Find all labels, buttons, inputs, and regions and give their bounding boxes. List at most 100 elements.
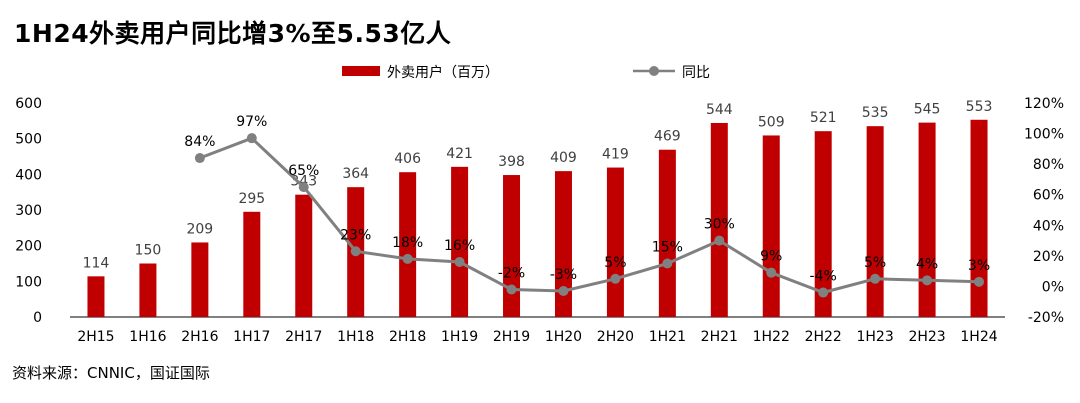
bar xyxy=(554,171,572,317)
bar-labels: 114 150 209 295 343 364 406 421 398 409 419 469 544 5… xyxy=(83,99,993,272)
left-axis: 0 100 200 300 400 500 600 xyxy=(15,96,42,326)
line-point xyxy=(870,273,881,284)
bar xyxy=(139,263,157,317)
line-point xyxy=(454,256,465,267)
line-value-label: -3% xyxy=(550,267,577,283)
line-value-label: 4% xyxy=(916,256,938,272)
line-value-label: 23% xyxy=(340,227,371,243)
bar-value-label: 406 xyxy=(394,151,421,167)
line-value-label: -2% xyxy=(498,265,525,281)
bar-value-label: 421 xyxy=(446,146,473,162)
line-value-label: 15% xyxy=(652,240,683,256)
x-tick-label: 2H22 xyxy=(805,329,842,345)
line-point xyxy=(922,275,933,286)
x-tick-label: 1H16 xyxy=(129,329,166,345)
line-point xyxy=(974,276,985,287)
legend: 外卖用户（百万） 同比 xyxy=(342,64,710,81)
bar-value-label: 535 xyxy=(862,105,889,121)
bar-value-label: 509 xyxy=(758,114,785,130)
left-tick-label: 100 xyxy=(15,274,42,290)
x-tick-label: 1H23 xyxy=(857,329,894,345)
bar-value-label: 150 xyxy=(135,243,162,259)
x-tick-label: 1H18 xyxy=(337,329,374,345)
line-point xyxy=(714,235,725,246)
bar-value-label: 114 xyxy=(83,255,110,271)
bar xyxy=(87,276,105,317)
line-value-label: 5% xyxy=(864,255,886,271)
line-path xyxy=(199,136,980,294)
left-tick-label: 500 xyxy=(15,132,42,148)
bar xyxy=(658,149,676,317)
legend-bar-swatch xyxy=(342,66,380,76)
point-labels: 84% 97% 65% 23% 18% 16% -2% -3% 5% 15% 30% 9% -4% 5% 4… xyxy=(184,114,990,284)
bar xyxy=(814,131,832,317)
x-tick-label: 1H17 xyxy=(233,329,270,345)
bar-value-label: 209 xyxy=(186,221,213,237)
bar xyxy=(710,122,728,318)
bar-value-label: 409 xyxy=(550,150,577,166)
right-tick-label: 20% xyxy=(1033,249,1064,265)
x-tick-label: 1H22 xyxy=(753,329,790,345)
line-point xyxy=(610,273,621,284)
x-tick-label: 2H21 xyxy=(701,329,738,345)
bar-value-label: 398 xyxy=(498,154,525,170)
right-tick-label: 0% xyxy=(1042,279,1064,295)
source-note: 资料来源：CNNIC，国证国际 xyxy=(12,364,210,382)
left-tick-label: 0 xyxy=(33,310,42,326)
line-value-label: 84% xyxy=(184,134,215,150)
bar-value-label: 544 xyxy=(706,102,733,118)
line-value-label: 65% xyxy=(288,163,319,179)
x-tick-label: 1H24 xyxy=(960,329,997,345)
bar xyxy=(451,166,469,317)
x-tick-label: 2H20 xyxy=(597,329,634,345)
x-tick-label: 2H23 xyxy=(908,329,945,345)
line-point xyxy=(402,253,413,264)
x-tick-label: 2H17 xyxy=(285,329,322,345)
line-value-label: 97% xyxy=(236,114,267,130)
x-tick-label: 1H20 xyxy=(545,329,582,345)
line-value-label: 16% xyxy=(444,238,475,254)
right-tick-label: 60% xyxy=(1033,188,1064,204)
bar-value-label: 553 xyxy=(966,99,993,115)
chart-title: 1H24外卖用户同比增3%至5.53亿人 xyxy=(14,19,452,48)
line-series xyxy=(194,133,985,298)
x-tick-label: 2H16 xyxy=(181,329,218,345)
line-value-label: 5% xyxy=(604,255,626,271)
bar xyxy=(295,194,313,317)
bar xyxy=(606,167,624,317)
x-tick-label: 2H19 xyxy=(493,329,530,345)
bar-value-label: 295 xyxy=(238,191,265,207)
right-tick-label: 100% xyxy=(1024,127,1064,143)
line-value-label: 9% xyxy=(760,249,782,265)
right-tick-label: -20% xyxy=(1028,310,1064,326)
right-tick-label: 40% xyxy=(1033,218,1064,234)
bar-value-label: 521 xyxy=(810,110,837,126)
right-tick-label: 80% xyxy=(1033,157,1064,173)
left-tick-label: 400 xyxy=(15,167,42,183)
x-axis: 2H15 1H16 2H16 1H17 2H17 1H18 2H18 1H19 2H19 1H20… xyxy=(77,329,997,345)
bar xyxy=(243,211,261,317)
left-tick-label: 300 xyxy=(15,203,42,219)
bar xyxy=(762,135,780,317)
line-point xyxy=(298,182,309,193)
left-tick-label: 200 xyxy=(15,239,42,255)
right-axis: -20% 0% 20% 40% 60% 80% 100% 120% xyxy=(1024,96,1064,326)
bar-value-label: 545 xyxy=(914,102,941,118)
line-point xyxy=(506,284,517,295)
left-tick-label: 600 xyxy=(15,96,42,112)
bar xyxy=(191,242,209,317)
bar xyxy=(970,119,988,317)
line-value-label: 3% xyxy=(968,258,990,274)
x-tick-label: 2H18 xyxy=(389,329,426,345)
legend-bar-label: 外卖用户（百万） xyxy=(387,64,499,81)
line-point xyxy=(766,267,777,278)
line-value-label: 30% xyxy=(704,217,735,233)
legend-line-marker xyxy=(649,66,659,76)
line-point xyxy=(246,133,257,144)
bar-value-label: 364 xyxy=(342,166,369,182)
x-tick-label: 1H19 xyxy=(441,329,478,345)
bar-value-label: 343 xyxy=(290,174,317,190)
bar xyxy=(918,122,936,317)
bar xyxy=(866,126,884,317)
